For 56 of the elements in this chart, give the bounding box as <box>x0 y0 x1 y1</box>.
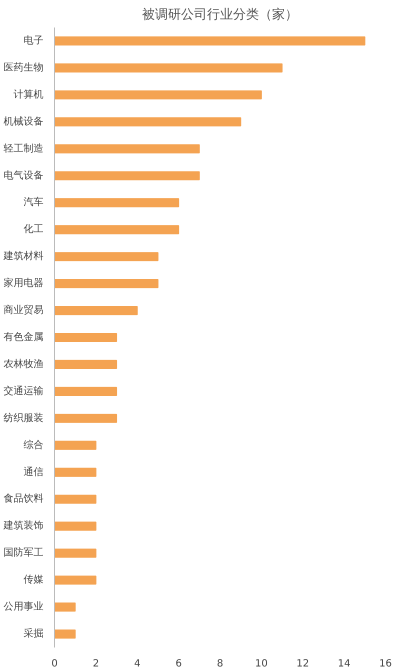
x-tick-label: 2 <box>92 658 100 669</box>
bar <box>54 198 180 208</box>
y-tick-label: 综合 <box>24 438 44 451</box>
y-tick-label: 汽车 <box>24 196 44 208</box>
x-tick-label: 12 <box>296 658 310 669</box>
bar <box>54 90 262 100</box>
x-tick-label: 6 <box>175 658 182 669</box>
bar <box>54 494 96 504</box>
bar <box>54 414 118 423</box>
y-tick-label: 电子 <box>24 34 44 46</box>
bar <box>54 279 158 288</box>
y-tick-label: 家用电器 <box>4 277 44 290</box>
y-tick-label: 机械设备 <box>4 115 44 128</box>
y-tick-label: 医药生物 <box>4 61 44 74</box>
y-tick-label: 电气设备 <box>4 169 44 182</box>
x-tick-label: 14 <box>338 658 350 669</box>
y-tick-label: 通信 <box>24 466 44 478</box>
bar <box>54 522 96 531</box>
x-tick-label: 8 <box>216 658 224 669</box>
bar <box>54 117 242 126</box>
y-tick-label: 传媒 <box>24 574 44 586</box>
bar <box>54 548 96 558</box>
y-tick-label: 建筑装饰 <box>2 520 44 532</box>
bar <box>54 171 200 180</box>
y-tick-label: 纺织服装 <box>4 412 44 424</box>
bar <box>54 360 118 369</box>
y-tick-label: 农林牧渔 <box>4 358 44 370</box>
bar <box>54 386 118 396</box>
bar <box>54 144 200 154</box>
y-tick-label: 有色金属 <box>4 331 44 343</box>
y-tick-label: 公用事业 <box>4 600 44 613</box>
y-tick-label: 食品饮料 <box>4 492 44 505</box>
bar <box>54 225 180 234</box>
y-tick-label: 计算机 <box>14 88 44 100</box>
bar <box>54 602 76 612</box>
y-tick-label: 轻工制造 <box>4 142 44 154</box>
bar <box>54 306 138 316</box>
x-tick-label: 10 <box>255 658 268 669</box>
x-tick-label: 16 <box>379 658 392 669</box>
bar <box>54 440 96 450</box>
y-tick-label: 交通运输 <box>4 384 44 397</box>
bar <box>54 629 76 639</box>
y-tick-label: 采掘 <box>24 628 44 640</box>
x-tick-label: 4 <box>134 658 140 669</box>
bar <box>54 576 96 585</box>
bar <box>54 63 283 72</box>
bar <box>54 332 118 342</box>
y-tick-label: 国防军工 <box>4 546 44 559</box>
x-tick-label: 0 <box>51 658 58 669</box>
chart-title: 被调研公司行业分类（家） <box>142 6 298 22</box>
bar <box>54 36 366 46</box>
bar <box>54 252 158 262</box>
y-tick-label: 建筑材料 <box>2 250 44 262</box>
y-tick-label: 商业贸易 <box>4 304 44 316</box>
y-tick-label: 化工 <box>24 223 44 236</box>
bar <box>54 468 96 477</box>
